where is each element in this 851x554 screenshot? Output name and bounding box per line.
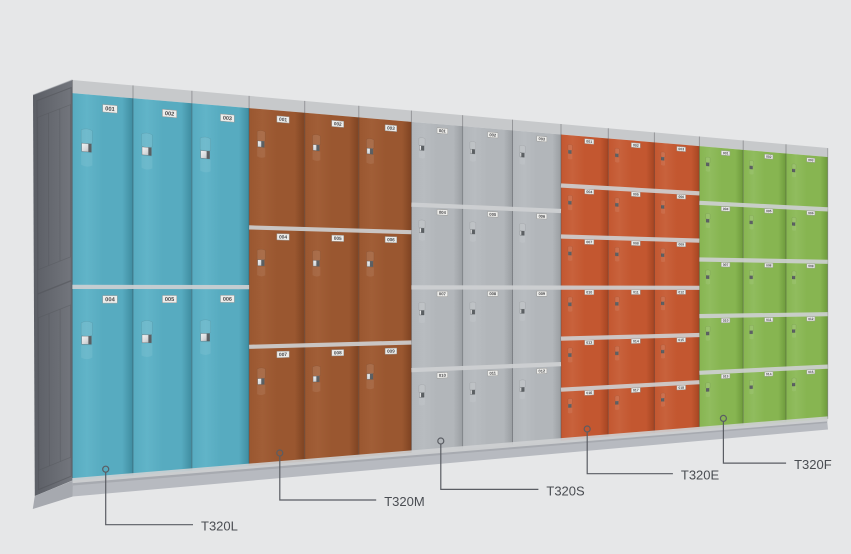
svg-text:013: 013: [723, 374, 729, 378]
svg-text:005: 005: [489, 212, 497, 217]
svg-text:T320M: T320M: [384, 494, 424, 509]
svg-text:001: 001: [723, 151, 729, 155]
svg-text:012: 012: [808, 317, 814, 321]
svg-text:017: 017: [633, 388, 639, 392]
svg-text:002: 002: [334, 121, 343, 127]
svg-text:004: 004: [105, 297, 115, 303]
svg-text:011: 011: [766, 318, 772, 322]
svg-text:002: 002: [165, 111, 175, 118]
svg-text:001: 001: [105, 106, 116, 113]
svg-text:016: 016: [586, 391, 592, 395]
svg-text:001: 001: [439, 128, 447, 134]
svg-text:007: 007: [586, 240, 592, 244]
svg-text:T320E: T320E: [681, 468, 720, 483]
svg-text:012: 012: [538, 368, 546, 373]
svg-text:006: 006: [808, 211, 814, 215]
svg-text:010: 010: [439, 373, 447, 378]
svg-text:018: 018: [678, 386, 684, 390]
svg-text:005: 005: [766, 209, 772, 213]
svg-text:007: 007: [439, 291, 447, 296]
svg-text:009: 009: [387, 349, 395, 354]
svg-text:010: 010: [723, 319, 729, 323]
svg-text:015: 015: [808, 370, 814, 374]
svg-text:014: 014: [633, 339, 639, 343]
svg-text:011: 011: [633, 290, 639, 294]
svg-text:003: 003: [678, 147, 684, 151]
svg-text:004: 004: [723, 207, 729, 211]
svg-text:003: 003: [538, 136, 546, 142]
svg-text:007: 007: [723, 263, 729, 267]
svg-text:012: 012: [678, 290, 684, 294]
svg-text:011: 011: [489, 370, 497, 375]
svg-text:007: 007: [279, 352, 288, 358]
svg-text:003: 003: [808, 158, 814, 162]
svg-text:006: 006: [387, 237, 395, 242]
svg-text:002: 002: [489, 132, 497, 138]
svg-text:008: 008: [334, 350, 342, 355]
svg-text:008: 008: [489, 291, 497, 296]
svg-text:003: 003: [387, 125, 395, 131]
svg-text:T320L: T320L: [201, 519, 238, 534]
svg-text:001: 001: [279, 117, 288, 124]
svg-text:010: 010: [586, 291, 592, 295]
svg-text:008: 008: [766, 263, 772, 267]
svg-text:003: 003: [223, 116, 233, 123]
svg-text:008: 008: [633, 241, 639, 245]
svg-text:006: 006: [678, 195, 684, 199]
svg-text:004: 004: [279, 234, 288, 240]
svg-text:005: 005: [334, 236, 342, 241]
svg-text:002: 002: [633, 143, 639, 147]
svg-text:009: 009: [539, 291, 546, 296]
svg-text:006: 006: [223, 297, 232, 303]
svg-text:001: 001: [586, 140, 592, 144]
svg-text:015: 015: [678, 338, 684, 342]
svg-text:005: 005: [165, 297, 174, 303]
svg-text:004: 004: [439, 210, 447, 215]
svg-text:002: 002: [766, 155, 772, 159]
svg-text:004: 004: [586, 190, 592, 194]
svg-text:T320F: T320F: [794, 457, 832, 472]
svg-text:013: 013: [586, 341, 592, 345]
svg-text:014: 014: [766, 372, 772, 376]
svg-text:005: 005: [633, 192, 639, 196]
svg-text:009: 009: [808, 264, 814, 268]
svg-text:009: 009: [678, 243, 684, 247]
svg-text:T320S: T320S: [546, 483, 585, 498]
svg-text:006: 006: [538, 214, 546, 219]
